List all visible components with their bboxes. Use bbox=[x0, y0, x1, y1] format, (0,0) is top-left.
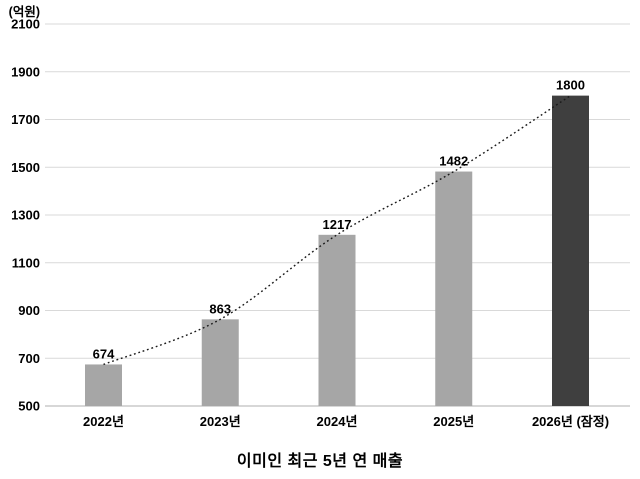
bar-2025년 bbox=[435, 171, 473, 406]
value-label-863: 863 bbox=[209, 301, 231, 316]
x-category-label-3: 2024년 bbox=[317, 414, 358, 429]
y-tick-label-1900: 1900 bbox=[11, 64, 40, 79]
y-tick-label-500: 500 bbox=[18, 399, 40, 414]
value-label-674: 674 bbox=[93, 346, 115, 361]
chart-title: 이미인 최근 5년 연 매출 bbox=[236, 453, 404, 470]
x-category-label-2: 2023년 bbox=[200, 414, 241, 429]
y-tick-label-1100: 1100 bbox=[12, 255, 40, 270]
x-category-label-1: 2022년 bbox=[83, 414, 124, 429]
y-tick-label-1300: 1300 bbox=[11, 208, 40, 223]
x-category-label-4: 2025년 bbox=[433, 414, 474, 429]
bar-2024년 bbox=[318, 234, 356, 406]
bar-2022년 bbox=[85, 364, 122, 406]
x-category-label-5: 2026년 (잠정) bbox=[532, 414, 609, 429]
y-tick-label-2100: 2100 bbox=[11, 17, 40, 32]
y-tick-label-700: 700 bbox=[18, 351, 40, 366]
bar-chart-plot: 2100 1900 1700 1500 1300 1100 900 700 500 (억원) 202… bbox=[9, 5, 630, 429]
y-axis-unit-label: (억원) bbox=[9, 5, 40, 19]
bar-2023년 bbox=[201, 319, 239, 406]
y-tick-label-1500: 1500 bbox=[11, 160, 40, 175]
y-tick-label-1700: 1700 bbox=[11, 112, 40, 127]
bar-2026년 (잠정) bbox=[552, 95, 589, 406]
trendline-dotted bbox=[103, 95, 571, 366]
value-label-1217: 1217 bbox=[323, 217, 352, 232]
value-label-1800: 1800 bbox=[556, 78, 585, 93]
y-tick-label-900: 900 bbox=[18, 303, 40, 318]
value-label-1482: 1482 bbox=[439, 154, 468, 169]
